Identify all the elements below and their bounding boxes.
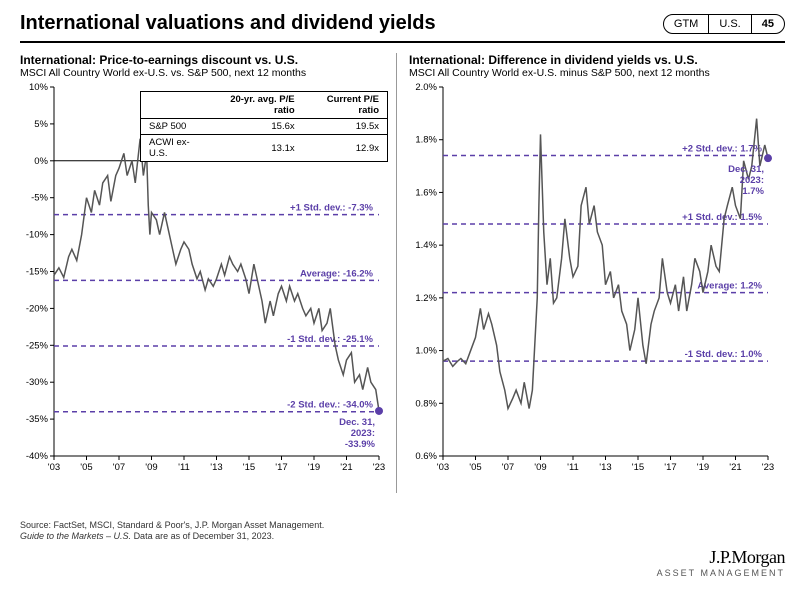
left-chart-subtitle: MSCI All Country World ex-U.S. vs. S&P 5… <box>20 67 388 79</box>
jpmorgan-sublogo: ASSET MANAGEMENT <box>20 568 785 578</box>
footer-source: Source: FactSet, MSCI, Standard & Poor's… <box>20 520 785 543</box>
svg-text:1.8%: 1.8% <box>415 135 437 146</box>
svg-text:'19: '19 <box>308 462 320 473</box>
svg-text:'13: '13 <box>210 462 222 473</box>
svg-text:-40%: -40% <box>26 451 49 462</box>
svg-text:2023:: 2023: <box>351 428 375 439</box>
svg-text:0.6%: 0.6% <box>415 451 437 462</box>
tag-gtm: GTM <box>664 15 709 33</box>
svg-text:'19: '19 <box>697 462 709 473</box>
svg-text:1.6%: 1.6% <box>415 187 437 198</box>
svg-text:-1 Std. dev.: -25.1%: -1 Std. dev.: -25.1% <box>287 334 373 345</box>
pe-table-header: 20-yr. avg. P/E ratio <box>210 92 302 119</box>
svg-text:-35%: -35% <box>26 414 49 425</box>
svg-text:1.2%: 1.2% <box>415 293 437 304</box>
svg-text:-20%: -20% <box>26 303 49 314</box>
header-tags: GTM U.S. 45 <box>663 14 785 34</box>
svg-text:'11: '11 <box>178 462 190 473</box>
page-header: International valuations and dividend yi… <box>20 12 785 43</box>
svg-text:'13: '13 <box>599 462 611 473</box>
page-title: International valuations and dividend yi… <box>20 12 436 35</box>
charts-container: International: Price-to-earnings discoun… <box>20 53 785 493</box>
svg-text:+2 Std. dev.: 1.7%: +2 Std. dev.: 1.7% <box>682 144 762 155</box>
svg-text:'09: '09 <box>145 462 157 473</box>
pe-table: 20-yr. avg. P/E ratioCurrent P/E ratio S… <box>140 91 388 162</box>
svg-text:'07: '07 <box>502 462 514 473</box>
svg-text:-5%: -5% <box>31 193 48 204</box>
svg-text:'03: '03 <box>437 462 449 473</box>
svg-text:-15%: -15% <box>26 267 49 278</box>
svg-text:-33.9%: -33.9% <box>345 439 376 450</box>
svg-text:-30%: -30% <box>26 377 49 388</box>
pe-table-header: Current P/E ratio <box>303 92 388 119</box>
svg-text:2023:: 2023: <box>740 175 764 186</box>
svg-text:'21: '21 <box>729 462 741 473</box>
right-chart-panel: International: Difference in dividend yi… <box>396 53 785 493</box>
svg-text:1.4%: 1.4% <box>415 240 437 251</box>
svg-text:Dec. 31,: Dec. 31, <box>339 417 375 428</box>
svg-text:'15: '15 <box>632 462 644 473</box>
svg-text:'15: '15 <box>243 462 255 473</box>
left-chart-title: International: Price-to-earnings discoun… <box>20 53 388 67</box>
svg-text:'17: '17 <box>275 462 287 473</box>
right-chart-subtitle: MSCI All Country World ex-U.S. minus S&P… <box>409 67 777 79</box>
svg-text:0%: 0% <box>34 156 48 167</box>
svg-text:Average: -16.2%: Average: -16.2% <box>300 268 374 279</box>
left-plot: 20-yr. avg. P/E ratioCurrent P/E ratio S… <box>20 81 388 476</box>
tag-page: 45 <box>752 15 784 33</box>
svg-text:'23: '23 <box>373 462 385 473</box>
svg-text:'05: '05 <box>80 462 92 473</box>
right-chart-title: International: Difference in dividend yi… <box>409 53 777 67</box>
svg-text:1.0%: 1.0% <box>415 346 437 357</box>
svg-text:-2 Std. dev.: -34.0%: -2 Std. dev.: -34.0% <box>287 400 373 411</box>
footer: Source: FactSet, MSCI, Standard & Poor's… <box>20 520 785 578</box>
svg-text:'09: '09 <box>534 462 546 473</box>
svg-text:'03: '03 <box>48 462 60 473</box>
pe-table-row: ACWI ex-U.S.13.1x12.9x <box>141 135 388 162</box>
pe-table-header <box>141 92 211 119</box>
svg-text:'17: '17 <box>664 462 676 473</box>
svg-text:10%: 10% <box>29 82 49 93</box>
left-chart-panel: International: Price-to-earnings discoun… <box>20 53 396 493</box>
svg-text:-25%: -25% <box>26 340 49 351</box>
svg-text:'07: '07 <box>113 462 125 473</box>
right-plot: 0.6% 0.8% 1.0% 1.2% 1.4% 1.6% 1.8% 2.0% '03 '05 '0… <box>409 81 777 476</box>
svg-text:1.7%: 1.7% <box>742 186 764 197</box>
svg-text:'21: '21 <box>340 462 352 473</box>
jpmorgan-logo: J.P.Morgan <box>20 547 785 568</box>
svg-text:'05: '05 <box>469 462 481 473</box>
svg-text:Average: 1.2%: Average: 1.2% <box>697 281 762 292</box>
svg-text:-10%: -10% <box>26 230 49 241</box>
svg-text:-1 Std. dev.: 1.0%: -1 Std. dev.: 1.0% <box>685 349 763 360</box>
svg-text:0.8%: 0.8% <box>415 398 437 409</box>
svg-text:+1 Std. dev.: -7.3%: +1 Std. dev.: -7.3% <box>290 203 374 214</box>
pe-table-row: S&P 50015.6x19.5x <box>141 119 388 135</box>
svg-text:2.0%: 2.0% <box>415 82 437 93</box>
right-plot-svg: 0.6% 0.8% 1.0% 1.2% 1.4% 1.6% 1.8% 2.0% '03 '05 '0… <box>409 81 774 476</box>
svg-text:5%: 5% <box>34 119 48 130</box>
svg-text:'11: '11 <box>567 462 579 473</box>
svg-text:'23: '23 <box>762 462 774 473</box>
svg-text:Dec. 31,: Dec. 31, <box>728 164 764 175</box>
footer-logo: J.P.Morgan ASSET MANAGEMENT <box>20 547 785 578</box>
svg-text:+1 Std. dev.: 1.5%: +1 Std. dev.: 1.5% <box>682 212 762 223</box>
tag-region: U.S. <box>709 15 751 33</box>
